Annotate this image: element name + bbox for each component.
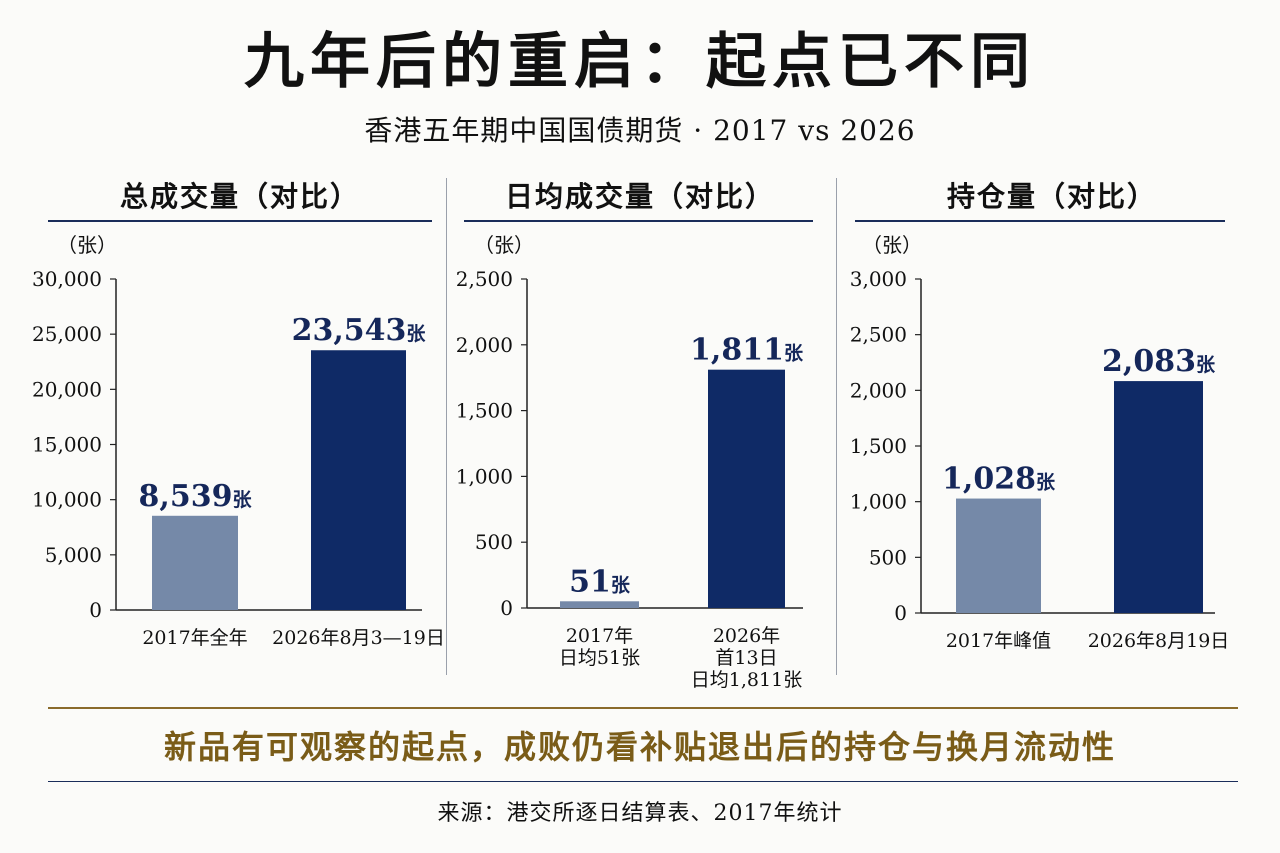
panel-title-2: 日均成交量（对比） [505,180,775,213]
y-tick-label-3-2: 1,000 [850,490,907,514]
panel-divider-2 [836,178,837,675]
y-tick-label-1-6: 30,000 [32,267,102,291]
y-tick-label-1-3: 15,000 [32,433,102,457]
footer-rule-bottom [48,781,1238,782]
panel-divider-1 [446,178,447,675]
y-tick-label-3-4: 2,000 [850,378,907,402]
x-category-label-3-1-0: 2026年8月19日 [1088,630,1230,652]
footer-rule-top [48,707,1238,709]
bar-1-2017 [152,515,238,610]
x-category-label-2-1-0: 2026年 [713,625,780,647]
bar-charts: 总成交量（对比）（张）05,00010,00015,00020,00025,00… [32,180,1230,691]
y-tick-label-3-3: 1,500 [850,434,907,458]
y-tick-label-2-1: 500 [475,530,513,554]
y-tick-label-3-5: 2,500 [850,323,907,347]
y-tick-label-1-5: 25,000 [32,322,102,346]
chart-subtitle: 香港五年期中国国债期货 · 2017 vs 2026 [364,114,916,147]
bar-1-2026 [311,350,406,610]
panel-title-rule-2 [464,220,813,222]
y-tick-label-2-5: 2,500 [456,267,513,291]
y-axis-unit-2: （张） [474,233,534,257]
x-category-label-2-1-2: 日均1,811张 [691,669,802,691]
bar-2-2026 [708,369,785,608]
value-label-3-1: 2,083张 [1102,344,1216,379]
y-tick-label-2-0: 0 [500,596,513,620]
y-tick-label-2-2: 1,000 [456,464,513,488]
bar-3-2017 [956,498,1041,613]
panel-title-rule-1 [48,220,432,222]
source-note: 来源：港交所逐日结算表、2017年统计 [437,801,843,826]
y-tick-label-1-4: 20,000 [32,377,102,401]
y-axis-unit-3: （张） [862,233,922,257]
x-category-label-2-0-1: 日均51张 [559,647,640,669]
bar-3-2026 [1114,381,1203,613]
y-tick-label-1-2: 10,000 [32,488,102,512]
conclusion-text: 新品有可观察的起点，成败仍看补贴退出后的持仓与换月流动性 [163,728,1116,766]
value-label-2-1: 1,811张 [690,333,804,368]
panel-title-1: 总成交量（对比） [120,180,360,213]
value-label-1-0: 8,539张 [139,479,253,514]
x-category-label-3-0-0: 2017年峰值 [946,630,1051,652]
value-label-2-0: 51张 [569,564,631,599]
y-tick-label-2-4: 2,000 [456,333,513,357]
x-category-label-1-1-0: 2026年8月3—19日 [272,627,445,649]
y-tick-label-3-0: 0 [894,601,907,625]
value-label-1-1: 23,543张 [292,313,427,348]
y-axis-unit-1: （张） [57,233,117,257]
y-tick-label-1-0: 0 [89,598,102,622]
x-category-label-1-0-0: 2017年全年 [142,627,247,649]
x-category-label-2-0-0: 2017年 [566,625,633,647]
panel-title-rule-3 [855,220,1225,222]
panel-title-3: 持仓量（对比） [947,180,1157,213]
y-tick-label-1-1: 5,000 [45,543,102,567]
x-category-label-2-1-1: 首13日 [715,647,777,669]
value-label-3-0: 1,028张 [942,462,1056,497]
y-tick-label-3-1: 500 [869,545,907,569]
y-tick-label-2-3: 1,500 [456,399,513,423]
y-tick-label-3-6: 3,000 [850,267,907,291]
chart-title: 九年后的重启：起点已不同 [244,27,1036,97]
bar-2-2017 [560,601,639,608]
